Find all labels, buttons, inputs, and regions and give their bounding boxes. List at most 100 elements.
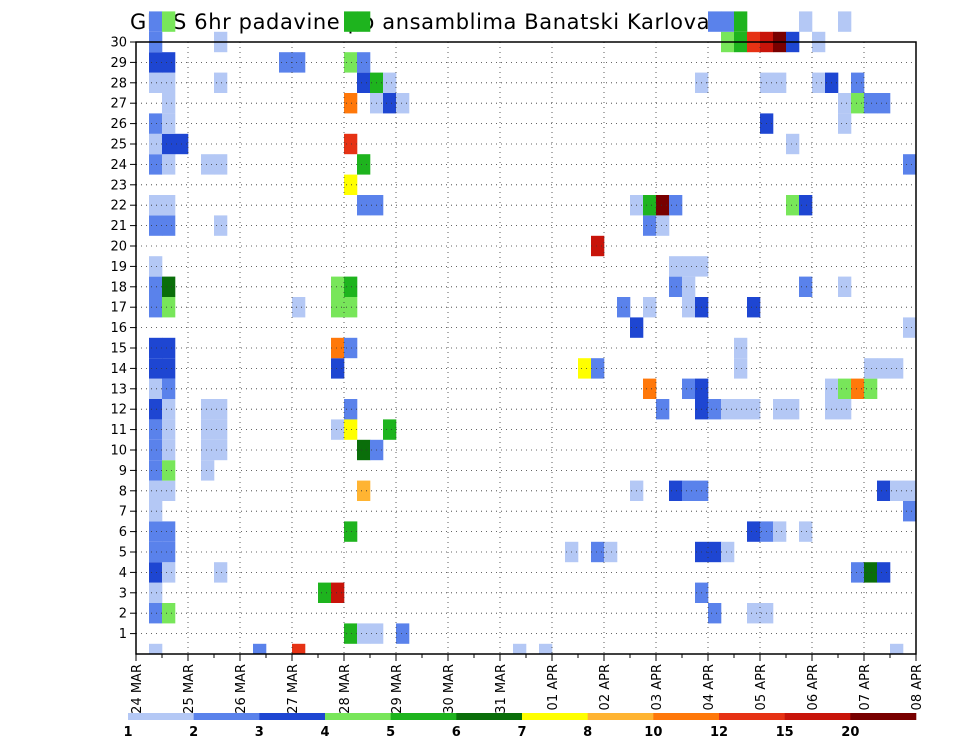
heatmap-cell — [877, 480, 891, 501]
heatmap-cell — [643, 195, 657, 216]
heatmap-cell — [890, 643, 904, 654]
colorbar-swatch — [522, 713, 588, 720]
y-tick-label: 4 — [119, 566, 127, 581]
heatmap-cell — [877, 562, 891, 583]
heatmap-cell — [851, 93, 865, 114]
heatmap-cell — [864, 562, 878, 583]
heatmap-cell — [773, 521, 787, 542]
heatmap-cell — [149, 297, 163, 318]
y-tick-label: 11 — [110, 423, 127, 438]
heatmap-cell — [162, 93, 176, 114]
heatmap-cell — [747, 399, 761, 420]
heatmap-cell — [162, 276, 176, 297]
x-tick-label: 26 MAR — [234, 664, 249, 714]
heatmap-cell — [721, 541, 735, 563]
heatmap-cell — [162, 113, 176, 134]
heatmap-cell — [747, 297, 761, 318]
heatmap-cell — [708, 541, 722, 563]
heatmap-cell — [162, 52, 176, 73]
heatmap-cell — [331, 276, 345, 297]
heatmap-cell — [162, 521, 176, 542]
heatmap-cell — [149, 603, 163, 624]
y-tick-label: 9 — [119, 464, 127, 479]
heatmap-cell — [162, 154, 176, 175]
heatmap-cell — [344, 52, 358, 73]
x-tick-label: 28 MAR — [338, 664, 353, 714]
heatmap-cell — [864, 358, 878, 379]
heatmap-cell — [162, 195, 176, 216]
y-tick-label: 14 — [110, 362, 127, 377]
heatmap-cell — [214, 154, 228, 175]
heatmap-cell — [877, 93, 891, 114]
x-tick-label: 30 MAR — [442, 664, 457, 714]
y-tick-label: 23 — [110, 178, 127, 193]
y-tick-label: 15 — [110, 342, 127, 357]
colorbar-swatch — [850, 713, 917, 720]
heatmap-cell — [149, 52, 163, 73]
heatmap-cell — [162, 541, 176, 563]
heatmap-cell — [851, 562, 865, 583]
heatmap-cell — [344, 399, 358, 420]
heatmap-cell — [669, 195, 683, 216]
y-tick-label: 27 — [110, 97, 127, 112]
heatmap-cell — [734, 11, 748, 32]
heatmap-cell — [513, 643, 527, 654]
heatmap-cell — [721, 11, 735, 32]
heatmap-cell — [344, 623, 358, 644]
colorbar-swatch — [259, 713, 326, 720]
heatmap-cell — [773, 72, 787, 93]
heatmap-cell — [149, 256, 163, 277]
heatmap-cell — [682, 297, 696, 318]
heatmap-cell — [279, 52, 293, 73]
heatmap-cell — [747, 603, 761, 624]
y-tick-label: 5 — [119, 546, 127, 561]
colorbar-swatch — [587, 713, 654, 720]
heatmap-cell — [149, 562, 163, 583]
heatmap-cell — [903, 480, 917, 501]
heatmap-cell — [162, 460, 176, 481]
y-tick-label: 10 — [110, 444, 127, 459]
heatmap-cell — [162, 419, 176, 440]
heatmap-cell — [214, 419, 228, 440]
heatmap-cell — [383, 72, 397, 93]
heatmap-cell — [149, 72, 163, 93]
heatmap-cell — [149, 378, 163, 399]
chart-title: GEFS 6hr padavine po ansamblima Banatski… — [130, 10, 722, 34]
heatmap-cell — [214, 439, 228, 461]
x-tick-label: 08 APR — [910, 664, 925, 710]
x-tick-label: 02 APR — [598, 664, 613, 710]
heatmap-cell — [162, 378, 176, 399]
colorbar-label: 1 — [123, 725, 132, 740]
heatmap-cell — [799, 195, 813, 216]
x-tick-label: 29 MAR — [390, 664, 405, 714]
y-tick-label: 22 — [110, 199, 127, 214]
heatmap-cell — [656, 195, 670, 216]
heatmap-cell — [682, 480, 696, 501]
heatmap-cell — [344, 93, 358, 114]
heatmap-cell — [838, 113, 852, 134]
x-tick-label: 06 APR — [806, 664, 821, 710]
heatmap-cell — [149, 439, 163, 461]
heatmap-cell — [383, 419, 397, 440]
heatmap-cell — [747, 521, 761, 542]
heatmap-cell — [149, 480, 163, 501]
heatmap-cell — [149, 399, 163, 420]
heatmap-cell — [344, 521, 358, 542]
heatmap-cell — [851, 72, 865, 93]
colorbar-label: 7 — [517, 725, 526, 740]
heatmap-cell — [591, 358, 605, 379]
heatmap-cell — [331, 297, 345, 318]
heatmap-cell — [383, 93, 397, 114]
colorbar-swatch — [719, 713, 785, 720]
heatmap-cell — [357, 11, 371, 32]
y-axis: 1234567891011121314151617181920212223242… — [110, 36, 136, 642]
y-tick-label: 21 — [110, 219, 127, 234]
heatmap-cell — [253, 643, 267, 654]
y-tick-label: 2 — [119, 607, 127, 622]
heatmap-cell — [162, 11, 176, 32]
x-axis: 24 MAR 25 MAR 26 MAR 27 MAR 28 MAR 29 MAR 30 M… — [130, 654, 925, 714]
x-tick-label: 03 APR — [650, 664, 665, 710]
heatmap-cell — [838, 399, 852, 420]
colorbar-swatch — [128, 713, 194, 720]
